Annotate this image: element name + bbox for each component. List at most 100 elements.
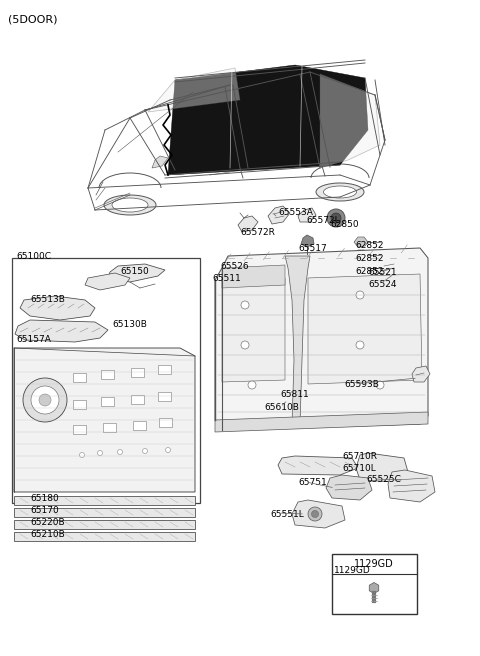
Circle shape xyxy=(312,510,319,518)
Bar xyxy=(73,425,86,434)
Circle shape xyxy=(356,291,364,299)
Polygon shape xyxy=(388,470,435,502)
Text: 1129GD: 1129GD xyxy=(354,559,394,569)
Circle shape xyxy=(23,378,67,422)
Text: 65572R: 65572R xyxy=(240,228,275,237)
Polygon shape xyxy=(14,532,195,541)
Text: 65521: 65521 xyxy=(368,268,396,277)
Bar xyxy=(73,373,86,382)
Polygon shape xyxy=(326,475,372,500)
Circle shape xyxy=(308,507,322,521)
Polygon shape xyxy=(152,156,168,168)
Polygon shape xyxy=(320,74,380,168)
Circle shape xyxy=(80,453,84,457)
Circle shape xyxy=(327,209,345,227)
Text: 65513B: 65513B xyxy=(30,295,65,304)
Text: 65572L: 65572L xyxy=(306,216,340,225)
Bar xyxy=(101,397,114,406)
Text: 65751: 65751 xyxy=(298,478,327,487)
Text: 65517: 65517 xyxy=(298,244,327,253)
Circle shape xyxy=(248,381,256,389)
Polygon shape xyxy=(292,500,345,528)
Circle shape xyxy=(356,341,364,349)
Polygon shape xyxy=(268,206,290,224)
Bar xyxy=(159,418,172,427)
Bar xyxy=(133,421,146,430)
Bar xyxy=(131,368,144,377)
Text: 65130B: 65130B xyxy=(112,320,147,329)
Polygon shape xyxy=(356,453,408,482)
Text: 62852: 62852 xyxy=(355,254,384,263)
Text: 1129GD: 1129GD xyxy=(334,566,371,575)
Polygon shape xyxy=(301,235,314,247)
Text: 65526: 65526 xyxy=(220,262,249,271)
Text: 65551L: 65551L xyxy=(270,510,304,519)
Circle shape xyxy=(166,447,170,453)
Circle shape xyxy=(39,394,51,406)
Ellipse shape xyxy=(112,198,148,212)
Circle shape xyxy=(331,213,341,223)
Text: 65553A: 65553A xyxy=(278,208,313,217)
Polygon shape xyxy=(108,264,165,282)
Circle shape xyxy=(376,381,384,389)
Circle shape xyxy=(118,449,122,455)
Ellipse shape xyxy=(324,186,357,198)
Text: 65157A: 65157A xyxy=(16,335,51,344)
Polygon shape xyxy=(15,320,108,342)
Polygon shape xyxy=(354,264,368,272)
Bar xyxy=(158,392,171,401)
Text: 65100C: 65100C xyxy=(16,252,51,261)
Polygon shape xyxy=(354,237,368,247)
Polygon shape xyxy=(20,296,95,320)
Ellipse shape xyxy=(316,183,364,201)
Text: 65610B: 65610B xyxy=(264,403,299,412)
Text: 65525C: 65525C xyxy=(366,475,401,484)
Bar xyxy=(12,258,200,503)
Polygon shape xyxy=(238,216,258,232)
Polygon shape xyxy=(278,456,358,475)
Polygon shape xyxy=(412,366,430,382)
Circle shape xyxy=(241,341,249,349)
Circle shape xyxy=(31,386,59,414)
Bar xyxy=(103,423,116,432)
Polygon shape xyxy=(14,520,195,529)
Text: 65210B: 65210B xyxy=(30,530,65,539)
Text: 65524: 65524 xyxy=(368,280,396,289)
Polygon shape xyxy=(14,508,195,517)
Text: 65710L: 65710L xyxy=(342,464,376,473)
Ellipse shape xyxy=(104,195,156,215)
Text: 65593B: 65593B xyxy=(344,380,379,389)
Text: 62852: 62852 xyxy=(355,267,384,276)
Polygon shape xyxy=(14,348,195,492)
Polygon shape xyxy=(148,68,240,112)
Text: (5DOOR): (5DOOR) xyxy=(8,14,58,24)
Text: 62850: 62850 xyxy=(330,220,359,229)
Polygon shape xyxy=(215,412,428,432)
Polygon shape xyxy=(85,273,130,290)
Polygon shape xyxy=(378,256,400,280)
Polygon shape xyxy=(14,496,195,505)
Circle shape xyxy=(97,451,103,455)
Polygon shape xyxy=(308,274,422,384)
Text: 65811: 65811 xyxy=(280,390,309,399)
Polygon shape xyxy=(222,265,285,288)
Bar xyxy=(131,395,144,404)
Polygon shape xyxy=(354,250,368,260)
Bar xyxy=(332,554,417,614)
Text: 65170: 65170 xyxy=(30,506,59,515)
Polygon shape xyxy=(298,208,316,222)
Bar xyxy=(73,400,86,409)
Polygon shape xyxy=(285,256,310,424)
Text: 62852: 62852 xyxy=(355,241,384,250)
Text: 65710R: 65710R xyxy=(342,452,377,461)
Text: 65180: 65180 xyxy=(30,494,59,503)
Text: 65220B: 65220B xyxy=(30,518,65,527)
Circle shape xyxy=(241,301,249,309)
Polygon shape xyxy=(215,248,428,430)
Bar xyxy=(158,365,171,374)
Polygon shape xyxy=(168,65,368,175)
Circle shape xyxy=(143,449,147,453)
Text: 65150: 65150 xyxy=(120,267,149,276)
Bar xyxy=(101,370,114,379)
Polygon shape xyxy=(222,278,285,382)
